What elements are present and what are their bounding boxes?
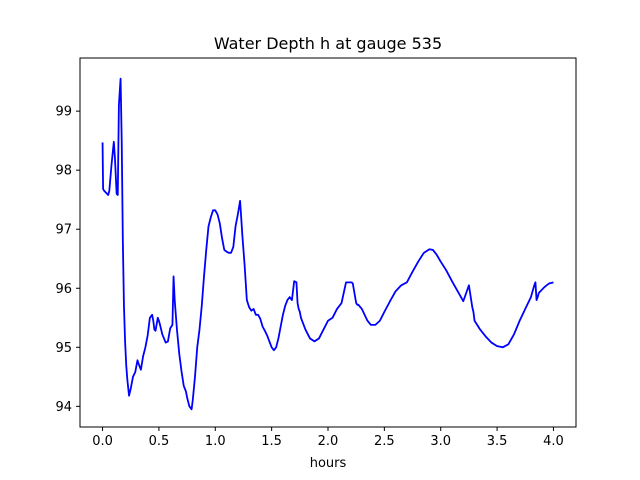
x-tick-label: 0.0 <box>92 434 113 449</box>
plot-area <box>101 77 554 411</box>
x-tick-label: 3.0 <box>430 434 451 449</box>
y-tick-label: 96 <box>55 282 72 297</box>
x-axis: 0.0 0.5 1.0 1.5 2.0 2.5 3.0 3.5 4.0 <box>92 427 564 449</box>
series-line-0 <box>101 77 554 411</box>
y-axis: 94 95 96 97 98 99 <box>55 105 80 415</box>
x-tick-label: 1.5 <box>261 434 282 449</box>
y-tick-label: 97 <box>55 223 72 238</box>
y-tick-label: 98 <box>55 164 72 179</box>
x-tick-label: 4.0 <box>543 434 564 449</box>
y-tick-label: 94 <box>55 400 72 415</box>
x-tick-label: 1.0 <box>205 434 226 449</box>
plot-frame <box>79 57 577 428</box>
x-axis-label: hours <box>310 456 347 471</box>
x-tick-label: 0.5 <box>149 434 170 449</box>
x-tick-label: 2.5 <box>374 434 395 449</box>
chart-title: Water Depth h at gauge 535 <box>214 34 442 53</box>
y-tick-label: 99 <box>55 105 72 120</box>
x-tick-label: 3.5 <box>487 434 508 449</box>
y-tick-label: 95 <box>55 341 72 356</box>
x-tick-label: 2.0 <box>318 434 339 449</box>
